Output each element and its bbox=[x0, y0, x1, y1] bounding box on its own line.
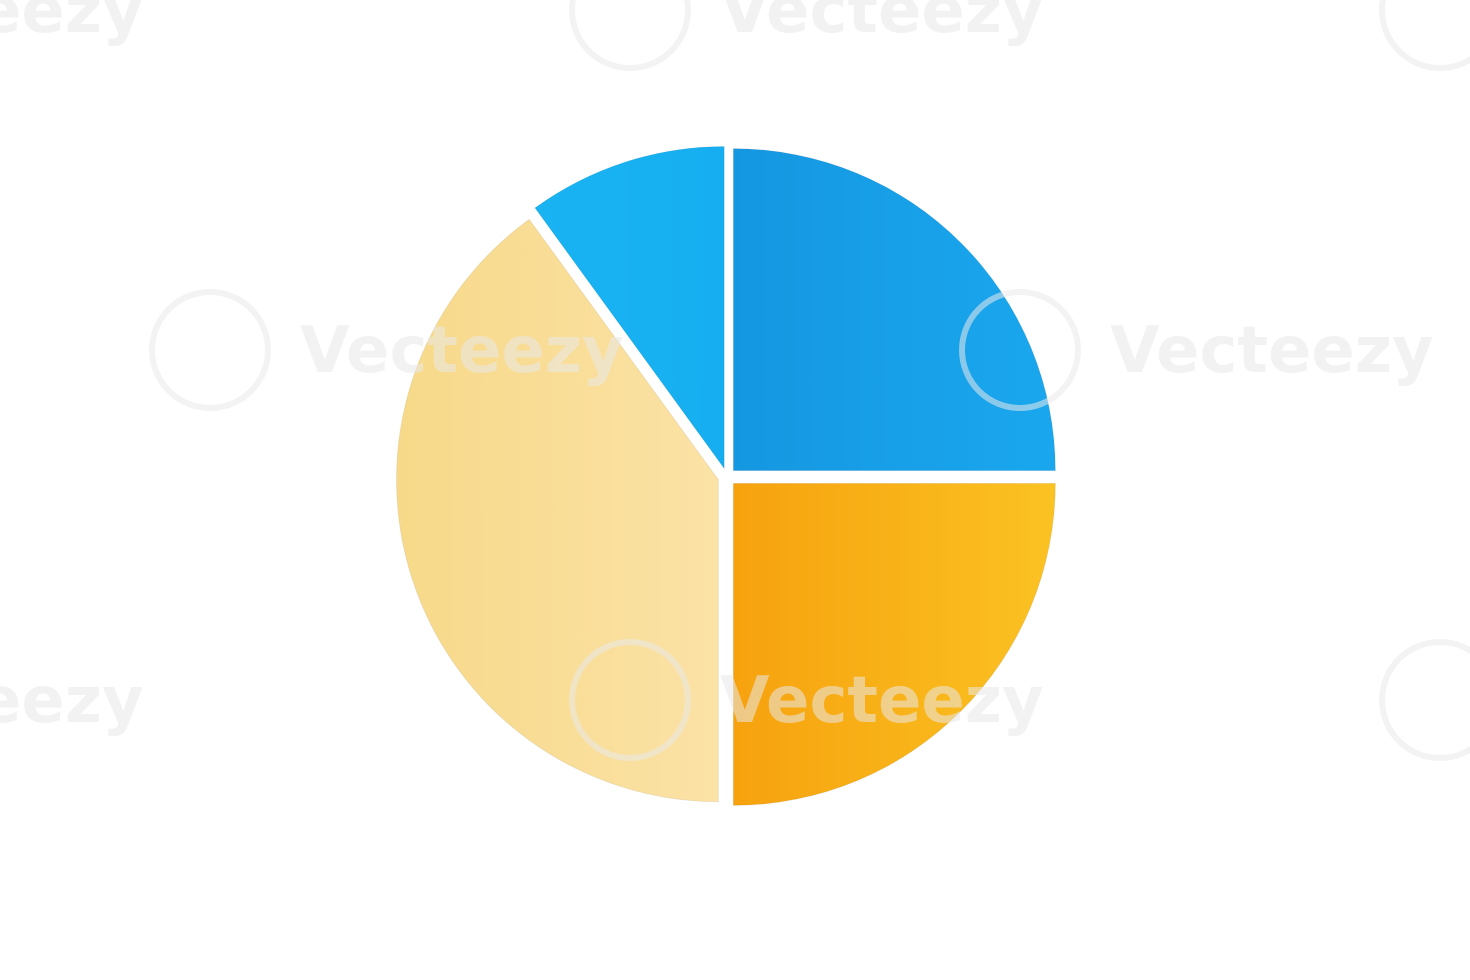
pie-slices bbox=[395, 145, 1056, 806]
pie-slice-2 bbox=[732, 482, 1056, 806]
pie-slice-1 bbox=[732, 148, 1056, 472]
pie-slice-4 bbox=[534, 145, 725, 470]
